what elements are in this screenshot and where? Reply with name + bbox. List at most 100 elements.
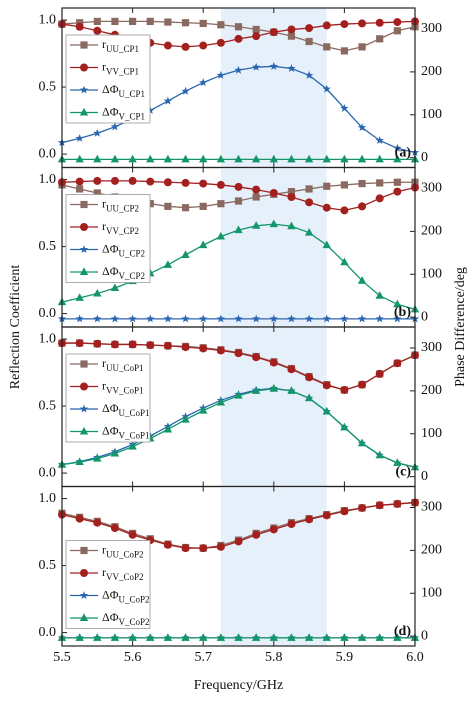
marker: [216, 38, 225, 47]
marker: [234, 65, 243, 74]
marker: [322, 203, 331, 212]
y2-tick-label: 300: [421, 181, 442, 196]
marker: [146, 154, 155, 163]
marker: [216, 397, 226, 406]
legend-box: [65, 353, 151, 443]
marker: [181, 415, 190, 423]
marker: [163, 540, 172, 549]
y-tick-label: 0.0: [39, 465, 57, 480]
marker: [93, 154, 102, 163]
marker: [287, 520, 296, 529]
marker: [269, 358, 278, 367]
marker: [75, 457, 84, 466]
marker: [393, 27, 401, 35]
legend-box: [65, 540, 151, 629]
marker: [251, 221, 261, 229]
marker: [269, 633, 278, 641]
marker: [110, 524, 119, 533]
marker: [216, 180, 225, 189]
marker: [358, 19, 367, 28]
marker: [80, 360, 88, 368]
y2-tick-label: 200: [421, 383, 442, 398]
marker: [164, 18, 172, 26]
marker: [252, 193, 260, 201]
marker: [322, 511, 331, 520]
marker: [80, 200, 88, 209]
marker: [358, 179, 366, 188]
marker: [305, 37, 313, 46]
legend-label: rVV_CoP2: [102, 565, 144, 582]
marker: [146, 341, 155, 350]
y-tick-label: 0.5: [39, 558, 57, 573]
y-axis-label: Reflection Coefficient: [8, 265, 23, 390]
marker: [234, 154, 243, 163]
marker: [357, 314, 367, 323]
x-tick-label: 5.8: [265, 650, 283, 665]
marker: [75, 22, 84, 31]
marker: [93, 633, 102, 641]
marker: [163, 178, 172, 187]
y-tick-label: 0.0: [39, 306, 57, 321]
marker: [110, 633, 120, 641]
x-tick-label: 5.9: [336, 650, 354, 665]
marker: [181, 19, 190, 27]
marker: [163, 260, 173, 268]
marker: [393, 18, 402, 27]
marker: [128, 633, 137, 641]
marker: [75, 154, 84, 163]
marker: [76, 185, 84, 193]
marker: [393, 143, 402, 152]
legend-label: ΔΦU_CP1: [102, 82, 145, 99]
marker: [322, 406, 331, 415]
marker: [110, 283, 120, 291]
y2-tick-label: 100: [421, 585, 442, 600]
marker: [110, 122, 120, 131]
marker: [181, 42, 190, 51]
marker: [110, 154, 120, 163]
marker: [199, 41, 208, 50]
x-tick-label: 5.5: [53, 650, 71, 665]
marker: [75, 514, 84, 523]
marker: [181, 250, 190, 258]
legend-label: ΔΦV_CP1: [102, 104, 145, 121]
marker: [251, 154, 261, 163]
marker: [128, 314, 137, 323]
legend-label: ΔΦV_CoP2: [102, 610, 150, 627]
marker: [181, 343, 190, 352]
marker: [234, 225, 243, 234]
marker: [93, 17, 101, 26]
marker: [393, 299, 402, 308]
marker: [340, 103, 349, 112]
marker: [79, 426, 89, 435]
highlight-band: [220, 486, 327, 646]
legend-label: ΔΦV_CoP1: [102, 423, 150, 440]
marker: [163, 424, 173, 433]
marker: [79, 107, 89, 116]
x-tick-label: 5.6: [124, 650, 142, 665]
legend: rUU_CP1 rVV_CP1 ΔΦU_CP1 ΔΦV_CP1: [65, 34, 151, 124]
marker: [128, 442, 137, 450]
marker: [252, 353, 261, 362]
marker: [252, 530, 261, 539]
marker: [340, 314, 349, 323]
marker: [251, 633, 261, 641]
marker: [199, 314, 208, 323]
marker: [304, 314, 314, 323]
marker: [79, 404, 89, 413]
marker: [234, 23, 243, 31]
marker: [340, 422, 349, 431]
marker: [340, 633, 349, 641]
y-tick-label: 0.5: [39, 239, 57, 254]
marker: [269, 384, 278, 392]
marker: [199, 344, 208, 353]
marker: [199, 406, 208, 414]
y2-tick-label: 100: [421, 426, 442, 441]
marker: [322, 84, 331, 93]
marker: [216, 70, 226, 79]
marker: [287, 64, 296, 73]
marker: [357, 633, 367, 641]
marker: [79, 85, 89, 94]
legend: rUU_CoP1 rVV_CoP1 ΔΦU_CoP1 ΔΦV_CoP1: [65, 353, 151, 443]
marker: [234, 182, 243, 191]
marker: [163, 41, 172, 50]
